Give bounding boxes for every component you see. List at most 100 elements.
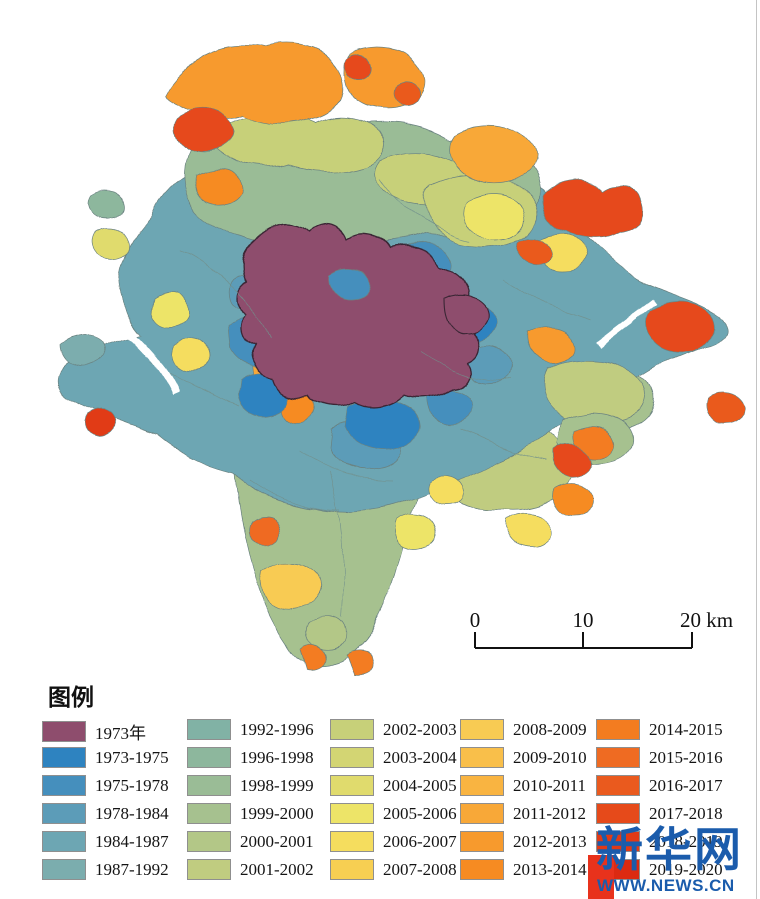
legend-label: 2017-2018	[649, 803, 723, 823]
legend-swatch	[460, 775, 504, 796]
map-region-top-orange-arm	[164, 44, 343, 125]
river-gap	[93, 302, 179, 394]
map-region-core-east-patch	[443, 295, 489, 333]
legend-label: 2019-2020	[649, 859, 723, 879]
legend-swatch	[460, 747, 504, 768]
legend-swatch	[42, 775, 86, 796]
legend-swatch	[596, 831, 640, 852]
legend-label: 2011-2012	[513, 803, 587, 823]
scale-label-0: 0	[470, 608, 481, 632]
legend-item: 2015-2016	[596, 747, 723, 768]
map-region-west-yellow1	[92, 229, 129, 261]
legend-swatch	[596, 747, 640, 768]
legend-label: 2009-2010	[513, 747, 587, 767]
legend-swatch	[330, 803, 374, 824]
map-region-se-yellow	[504, 513, 552, 550]
legend-label: 1987-1992	[95, 859, 169, 879]
legend-item: 1987-1992	[42, 859, 169, 880]
map-region-ne-orange	[450, 125, 534, 184]
legend-swatch	[460, 831, 504, 852]
map-region-south-orange3	[248, 515, 280, 542]
map-region-mid-orange	[194, 168, 243, 205]
legend-item: 2007-2008	[330, 859, 457, 880]
legend-item: 1996-1998	[187, 747, 314, 768]
legend-label: 1996-1998	[240, 747, 314, 767]
legend-label: 1999-2000	[240, 803, 314, 823]
legend: 图例 1973年 1973-1975 1975-1978 1978-1984 1984-…	[0, 676, 760, 899]
legend-label: 2012-2013	[513, 831, 587, 851]
legend-label: 2014-2015	[649, 719, 723, 739]
legend-label: 1992-1996	[240, 719, 314, 739]
map-region-east-red-blob	[646, 300, 717, 351]
legend-label: 1973-1975	[95, 747, 169, 767]
legend-label: 2006-2007	[383, 831, 457, 851]
legend-item: 2001-2002	[187, 859, 314, 880]
legend-swatch	[596, 803, 640, 824]
legend-swatch	[42, 859, 86, 880]
legend-swatch	[187, 719, 231, 740]
legend-label: 1998-1999	[240, 775, 314, 795]
legend-label: 1984-1987	[95, 831, 169, 851]
map-region-ne-red-small	[517, 235, 551, 264]
legend-item: 1992-1996	[187, 719, 314, 740]
map-region-ne-yellow1	[462, 192, 528, 238]
scale-bar: 0 10 20 km	[470, 608, 733, 649]
legend-label: 2001-2002	[240, 859, 314, 879]
legend-item: 2014-2015	[596, 719, 723, 740]
legend-swatch	[42, 831, 86, 852]
map-region-se-orange	[553, 485, 592, 516]
legend-item: 2011-2012	[460, 803, 586, 824]
map-region-blue-notch	[329, 265, 370, 298]
legend-item: 2018-2019	[596, 831, 723, 852]
map-region-west-yellow2	[148, 293, 190, 329]
map-region-south-gold	[261, 561, 320, 610]
legend-item: 2009-2010	[460, 747, 587, 768]
legend-swatch	[596, 719, 640, 740]
map-region-top-red-dot1	[344, 55, 372, 80]
map-region-ne-red-cluster	[541, 179, 644, 239]
legend-label: 2002-2003	[383, 719, 457, 739]
legend-item: 1984-1987	[42, 831, 169, 852]
legend-item: 1998-1999	[187, 775, 314, 796]
legend-item: 2003-2004	[330, 747, 457, 768]
legend-item: 2012-2013	[460, 831, 587, 852]
map-region-south-orange2	[344, 650, 373, 675]
scale-label-10: 10	[573, 608, 594, 632]
legend-swatch	[187, 859, 231, 880]
legend-label: 1978-1984	[95, 803, 169, 823]
map-region-nw-red	[174, 109, 234, 153]
legend-swatch	[187, 775, 231, 796]
legend-label: 2013-2014	[513, 859, 587, 879]
legend-swatch	[330, 831, 374, 852]
legend-item: 1973-1975	[42, 747, 169, 768]
map-parcels	[58, 44, 742, 675]
legend-label: 2015-2016	[649, 747, 723, 767]
urban-expansion-map: 0 10 20 km	[58, 44, 742, 675]
legend-item: 1978-1984	[42, 803, 169, 824]
legend-label: 2000-2001	[240, 831, 314, 851]
legend-swatch	[187, 831, 231, 852]
legend-label: 1973年	[95, 724, 146, 743]
legend-item: 2017-2018	[596, 803, 723, 824]
map-region-core-1973	[234, 222, 483, 409]
legend-label: 2016-2017	[649, 775, 723, 795]
legend-item: 2006-2007	[330, 831, 457, 852]
legend-swatch	[187, 747, 231, 768]
legend-swatch	[187, 803, 231, 824]
legend-swatch	[330, 719, 374, 740]
legend-label: 2010-2011	[513, 775, 587, 795]
legend-label: 2018-2019	[649, 831, 723, 851]
legend-swatch	[596, 859, 640, 880]
legend-item: 2010-2011	[460, 775, 586, 796]
map-region-west-island	[61, 335, 109, 368]
legend-swatch	[330, 859, 374, 880]
map-region-south-orange1	[299, 643, 326, 669]
legend-label: 1975-1978	[95, 775, 169, 795]
legend-label: 2003-2004	[383, 747, 457, 767]
legend-swatch	[460, 803, 504, 824]
legend-swatch	[330, 775, 374, 796]
legend-swatch	[596, 775, 640, 796]
legend-item: 2000-2001	[187, 831, 314, 852]
map-region-east-yg	[540, 360, 646, 426]
